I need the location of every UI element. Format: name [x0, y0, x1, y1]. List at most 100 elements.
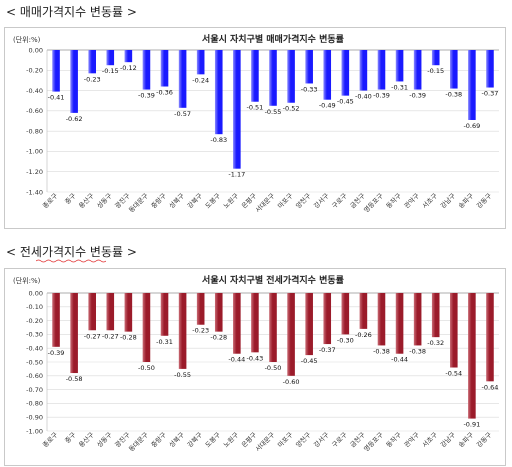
category-label: 강서구 [312, 430, 331, 449]
y-tick-label: -0.40 [26, 345, 43, 353]
bar [341, 293, 350, 335]
data-label: -0.58 [66, 375, 83, 383]
bar [269, 50, 277, 106]
data-label: -0.15 [102, 67, 119, 75]
bar [359, 293, 368, 329]
data-label: -0.50 [138, 364, 155, 372]
sale-price-chart: (단위:%) 서울시 자치구별 매매가격지수 변동률0.00-0.20-0.40-… [13, 33, 499, 214]
y-tick-label: -0.90 [26, 414, 43, 422]
data-label: -0.49 [319, 102, 336, 110]
category-label: 서대문구 [253, 430, 276, 453]
data-label: -0.31 [391, 83, 408, 91]
bar [178, 293, 187, 369]
bar [395, 50, 404, 82]
bar [233, 50, 241, 169]
bar [196, 293, 205, 325]
data-label: -0.45 [337, 98, 354, 106]
data-label: -0.15 [427, 67, 444, 75]
category-label: 성동구 [95, 430, 114, 449]
bar [160, 293, 169, 336]
y-tick-label: 0.00 [29, 46, 43, 54]
bar [70, 50, 78, 113]
data-label: -0.44 [228, 356, 245, 364]
category-label: 강동구 [474, 430, 493, 449]
bar [106, 50, 115, 66]
y-tick-label: 0.00 [29, 289, 43, 297]
category-label: 강남구 [438, 191, 457, 210]
bar [395, 293, 404, 354]
y-tick-label: -0.30 [26, 331, 43, 339]
bar [323, 50, 332, 100]
category-label: 노원구 [221, 191, 240, 210]
category-label: 서초구 [420, 191, 439, 210]
data-label: -0.83 [210, 136, 227, 144]
data-label: -0.57 [174, 110, 191, 118]
data-label: -0.37 [482, 90, 499, 98]
category-label: 서대문구 [253, 191, 276, 214]
data-label: -0.37 [319, 346, 336, 354]
bar [214, 293, 223, 332]
category-label: 영등포구 [362, 430, 385, 453]
category-label: 영등포구 [362, 191, 385, 214]
bar [196, 50, 205, 75]
section-title-jeonse: < 전세가격지수 변동률 > [6, 245, 137, 259]
data-label: -0.38 [409, 347, 426, 355]
bar [413, 293, 422, 346]
category-label: 마포구 [275, 191, 294, 210]
data-label: -0.55 [174, 371, 191, 379]
bar [431, 293, 440, 338]
category-label: 성북구 [167, 430, 186, 449]
data-label: -0.43 [247, 354, 264, 362]
data-label: -0.36 [156, 89, 173, 97]
data-label: -0.27 [102, 332, 119, 340]
bar [251, 50, 259, 102]
bar [305, 293, 313, 356]
y-tick-label: -1.00 [26, 148, 43, 156]
data-label: -0.44 [391, 356, 408, 364]
bar [468, 50, 476, 120]
data-label: -0.40 [355, 93, 372, 101]
category-label: 종로구 [41, 431, 59, 449]
bar [323, 293, 332, 345]
data-label: -0.12 [120, 64, 137, 72]
bar [269, 293, 277, 362]
category-label: 성동구 [95, 191, 114, 210]
bar [450, 50, 458, 89]
spellcheck-underline [36, 259, 106, 263]
y-tick-label: -0.50 [26, 358, 43, 366]
category-label: 구로구 [330, 431, 348, 449]
data-label: -0.91 [463, 421, 480, 429]
category-label: 도봉구 [204, 192, 222, 210]
bar [142, 293, 151, 362]
bar [214, 50, 223, 135]
category-label: 서초구 [420, 430, 439, 449]
y-tick-label: -0.60 [26, 107, 43, 115]
data-label: -0.31 [156, 338, 173, 346]
data-label: -0.69 [463, 122, 480, 130]
y-tick-label: -0.60 [26, 372, 43, 380]
category-label: 종로구 [41, 192, 59, 210]
bar [251, 293, 259, 353]
category-label: 노원구 [221, 430, 240, 449]
data-label: -0.26 [355, 331, 372, 339]
data-label: -0.64 [482, 383, 499, 391]
category-label: 도봉구 [204, 431, 222, 449]
data-label: -0.60 [283, 378, 300, 386]
bar [106, 293, 115, 331]
data-label: -0.55 [265, 108, 282, 116]
bar [88, 293, 96, 331]
bar [88, 50, 96, 74]
bar [431, 50, 440, 66]
category-label: 강서구 [312, 191, 331, 210]
bar [233, 293, 241, 354]
bar [124, 50, 133, 63]
data-label: -0.38 [373, 347, 390, 355]
data-label: -0.28 [120, 334, 137, 342]
category-label: 송파구 [456, 191, 475, 210]
unit-label: (단위:%) [13, 35, 41, 44]
category-label: 구로구 [330, 192, 348, 210]
y-tick-label: -0.80 [26, 400, 43, 408]
category-label: 중구 [63, 192, 77, 206]
bar [287, 293, 295, 376]
data-label: -0.39 [138, 92, 155, 100]
